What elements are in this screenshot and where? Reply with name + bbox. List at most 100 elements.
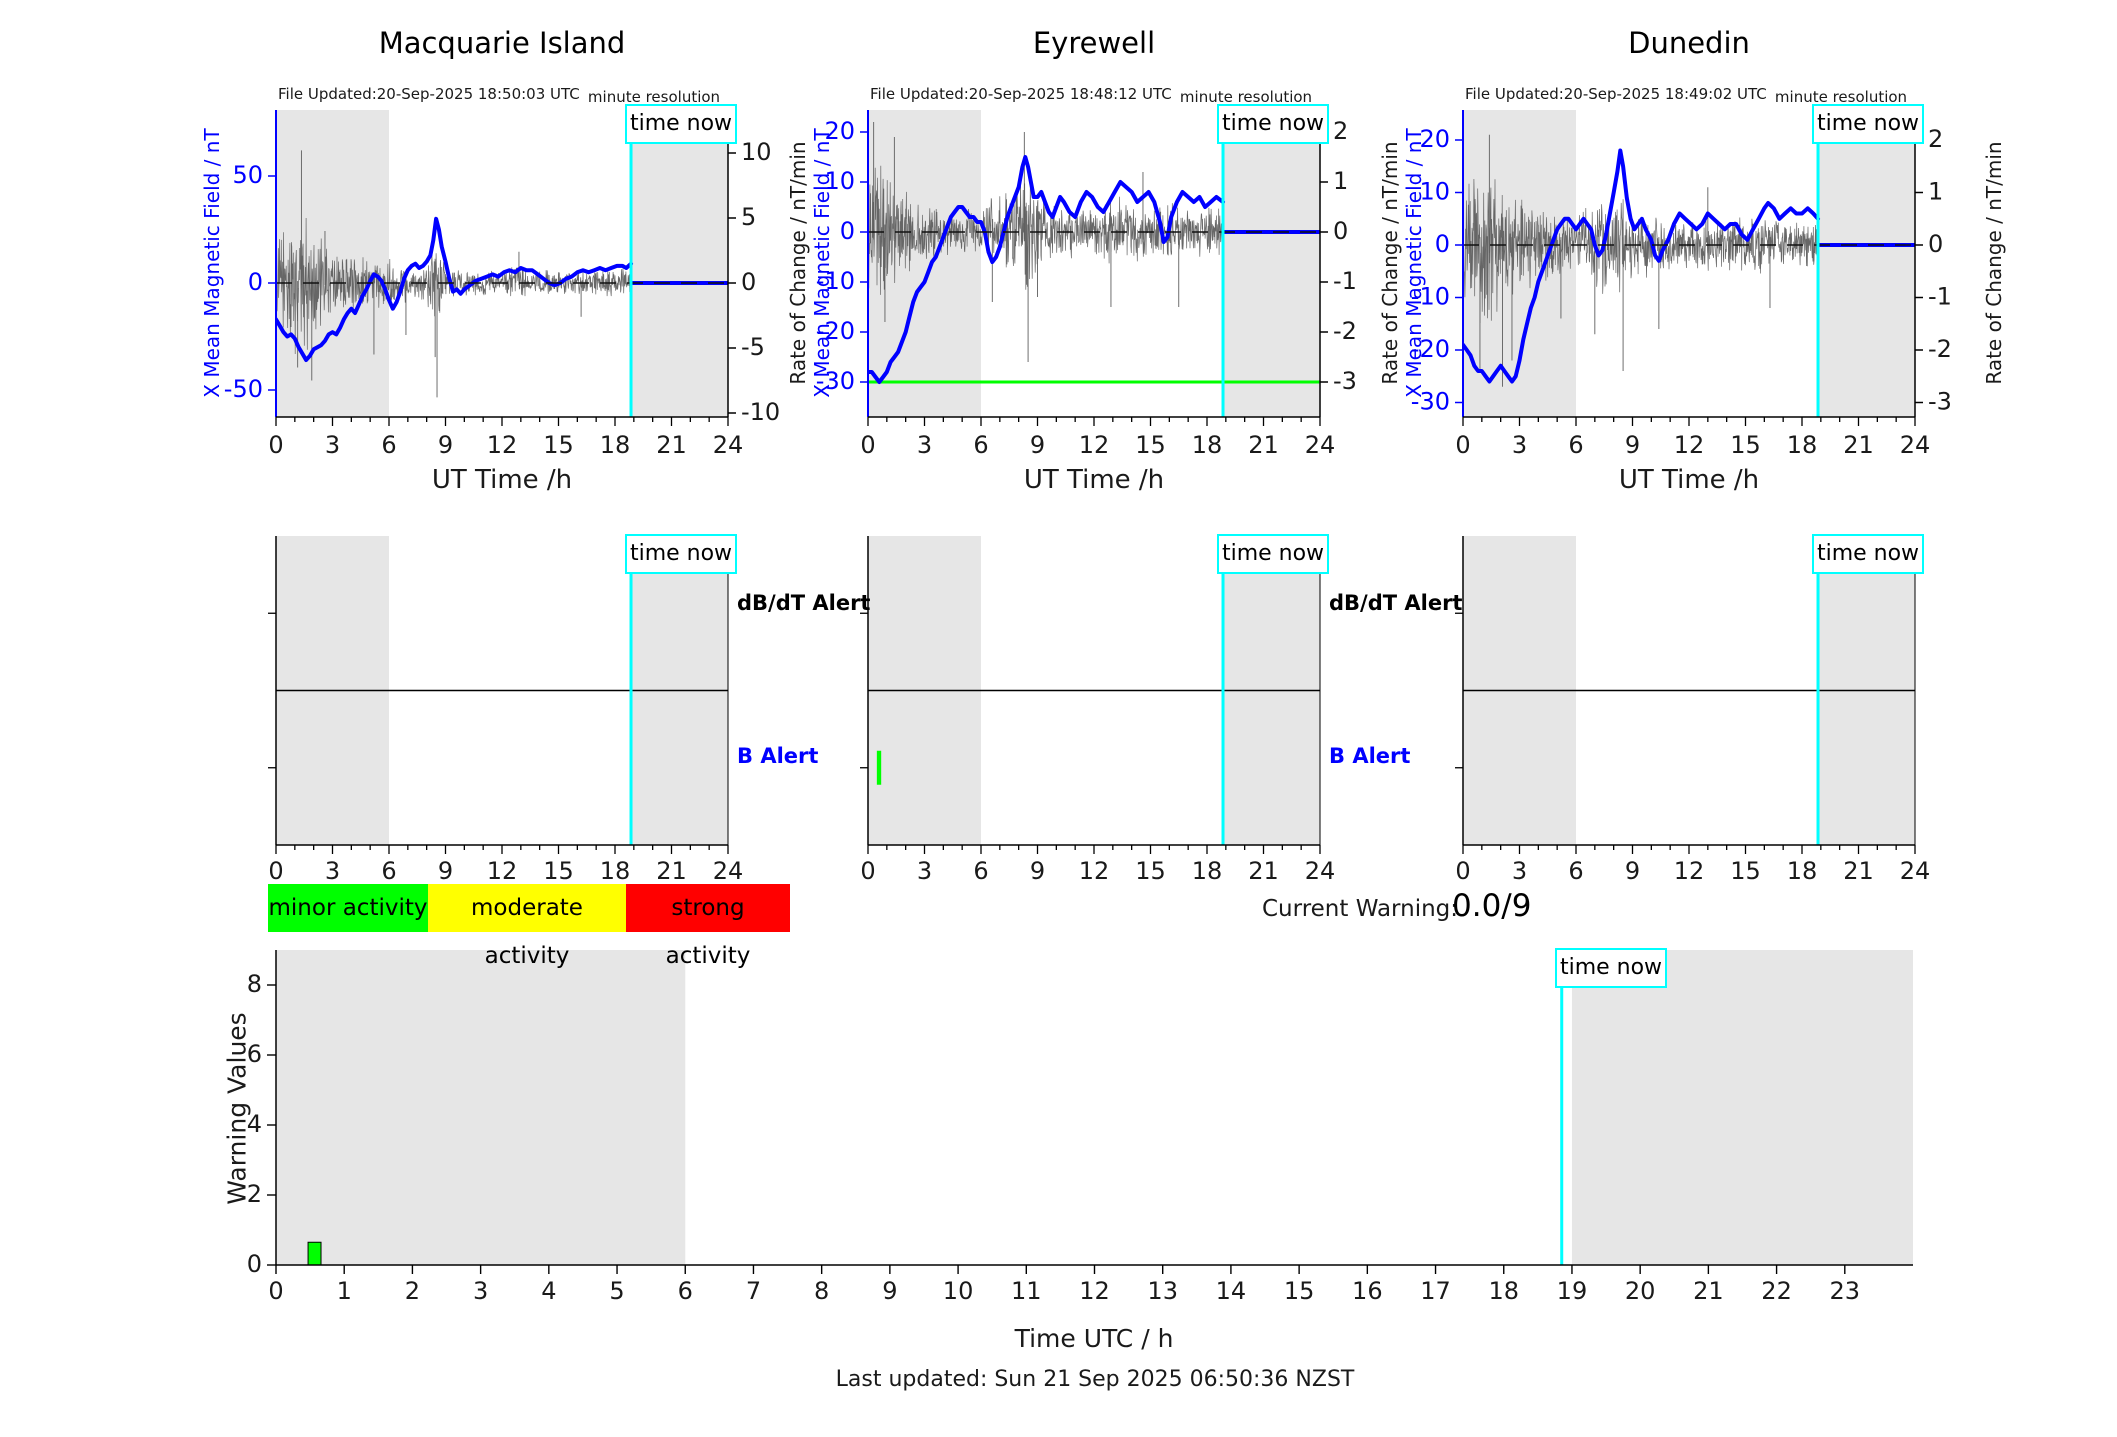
svg-text:0: 0: [1455, 857, 1470, 885]
svg-text:9: 9: [1030, 431, 1045, 459]
file-updated-macquarie: File Updated:20-Sep-2025 18:50:03 UTC: [278, 85, 580, 103]
svg-text:3: 3: [325, 857, 340, 885]
time-now-box: time now: [625, 534, 737, 574]
y-axis-label-rate-eyrewell: Rate of Change / nT/min: [1378, 141, 1402, 385]
svg-text:21: 21: [1248, 857, 1279, 885]
legend-minor-activity: minor activity: [268, 884, 428, 932]
svg-text:0: 0: [840, 217, 855, 245]
svg-text:0: 0: [268, 431, 283, 459]
svg-text:0: 0: [268, 1277, 283, 1305]
svg-text:10: 10: [824, 167, 855, 195]
svg-text:20: 20: [1625, 1277, 1656, 1305]
svg-text:0: 0: [1435, 230, 1450, 258]
svg-text:12: 12: [1674, 431, 1705, 459]
station-title-eyrewell: Eyrewell: [1032, 26, 1156, 60]
last-updated-text: Last updated: Sun 21 Sep 2025 06:50:36 N…: [835, 1367, 1355, 1392]
svg-text:-30: -30: [1411, 388, 1450, 416]
svg-text:15: 15: [543, 857, 574, 885]
svg-text:3: 3: [917, 857, 932, 885]
svg-text:21: 21: [656, 431, 687, 459]
svg-text:18: 18: [1192, 431, 1223, 459]
svg-text:0: 0: [248, 268, 263, 296]
svg-text:50: 50: [232, 161, 263, 189]
svg-text:3: 3: [1512, 431, 1527, 459]
svg-text:15: 15: [543, 431, 574, 459]
svg-text:15: 15: [1135, 857, 1166, 885]
svg-text:-20: -20: [816, 317, 855, 345]
legend-strong-activity: strong activity: [626, 884, 790, 969]
svg-text:0: 0: [268, 857, 283, 885]
svg-text:-5: -5: [741, 333, 765, 361]
svg-text:7: 7: [746, 1277, 761, 1305]
time-utc-axis-label: Time UTC / h: [1014, 1324, 1174, 1353]
svg-text:12: 12: [487, 431, 518, 459]
svg-text:0: 0: [860, 431, 875, 459]
svg-text:20: 20: [1419, 125, 1450, 153]
svg-text:5: 5: [741, 203, 756, 231]
file-updated-eyrewell: File Updated:20-Sep-2025 18:48:12 UTC: [870, 85, 1172, 103]
activity-legend: minor activity moderate activity strong …: [268, 884, 790, 969]
time-now-box: time now: [625, 104, 737, 144]
svg-text:4: 4: [247, 1110, 262, 1138]
svg-text:-2: -2: [1333, 317, 1357, 345]
svg-text:9: 9: [438, 431, 453, 459]
x-axis-label-eyrewell: UT Time /h: [1023, 465, 1165, 495]
svg-text:21: 21: [1843, 431, 1874, 459]
svg-text:2: 2: [1928, 125, 1943, 153]
svg-text:-50: -50: [224, 375, 263, 403]
svg-text:6: 6: [381, 857, 396, 885]
y-axis-label-field-dunedin: X Mean Magnetic Field / nT: [1402, 128, 1426, 398]
svg-text:23: 23: [1830, 1277, 1861, 1305]
svg-text:11: 11: [1011, 1277, 1042, 1305]
svg-text:24: 24: [1900, 431, 1931, 459]
svg-text:21: 21: [656, 857, 687, 885]
svg-text:0: 0: [741, 268, 756, 296]
svg-text:0: 0: [1333, 217, 1348, 245]
time-now-box: time now: [1217, 534, 1329, 574]
svg-text:-20: -20: [1411, 335, 1450, 363]
svg-text:21: 21: [1248, 431, 1279, 459]
x-axis-label-macquarie: UT Time /h: [431, 465, 573, 495]
svg-text:2: 2: [247, 1180, 262, 1208]
b-alert-label: B Alert: [1329, 744, 1411, 768]
b-alert-label: B Alert: [737, 744, 819, 768]
svg-text:-1: -1: [1333, 267, 1357, 295]
svg-text:18: 18: [1787, 857, 1818, 885]
station-title-dunedin: Dunedin: [1628, 26, 1750, 60]
svg-text:6: 6: [973, 431, 988, 459]
svg-text:8: 8: [814, 1277, 829, 1305]
svg-text:18: 18: [600, 857, 631, 885]
svg-text:14: 14: [1216, 1277, 1247, 1305]
time-now-box: time now: [1812, 534, 1924, 574]
svg-text:-1: -1: [1928, 283, 1952, 311]
svg-text:1: 1: [1928, 178, 1943, 206]
svg-text:24: 24: [1305, 431, 1336, 459]
svg-text:18: 18: [1192, 857, 1223, 885]
svg-text:18: 18: [1488, 1277, 1519, 1305]
svg-text:21: 21: [1843, 857, 1874, 885]
svg-text:9: 9: [1030, 857, 1045, 885]
svg-text:16: 16: [1352, 1277, 1383, 1305]
svg-text:6: 6: [973, 857, 988, 885]
svg-text:4: 4: [541, 1277, 556, 1305]
svg-text:0: 0: [1928, 230, 1943, 258]
svg-text:9: 9: [1625, 431, 1640, 459]
svg-text:18: 18: [1787, 431, 1818, 459]
svg-text:12: 12: [1079, 431, 1110, 459]
file-updated-dunedin: File Updated:20-Sep-2025 18:49:02 UTC: [1465, 85, 1767, 103]
svg-text:-3: -3: [1333, 367, 1357, 395]
svg-text:6: 6: [1568, 857, 1583, 885]
svg-text:18: 18: [600, 431, 631, 459]
y-axis-label-field-eyrewell: X Mean Magnetic Field / nT: [810, 128, 834, 398]
legend-moderate-activity: moderate activity: [428, 884, 626, 969]
svg-text:12: 12: [1079, 1277, 1110, 1305]
minute-resolution-caption: minute resolution: [1179, 88, 1313, 106]
station-title-macquarie: Macquarie Island: [378, 26, 626, 60]
svg-text:-10: -10: [816, 267, 855, 295]
time-now-box: time now: [1812, 104, 1924, 144]
svg-text:6: 6: [381, 431, 396, 459]
current-warning-value: 0.0/9: [1452, 888, 1532, 924]
svg-text:15: 15: [1284, 1277, 1315, 1305]
